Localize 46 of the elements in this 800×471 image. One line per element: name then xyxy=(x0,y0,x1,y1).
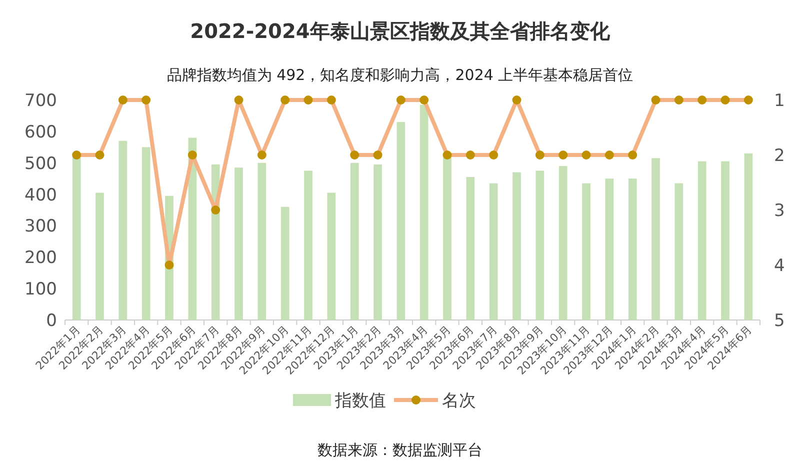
bar xyxy=(72,156,81,320)
y2-tick-label: 5 xyxy=(774,311,785,331)
bar xyxy=(350,162,359,320)
legend-label: 名次 xyxy=(442,391,476,411)
y2-tick-label: 4 xyxy=(774,256,785,276)
bar xyxy=(674,183,684,320)
bar xyxy=(443,156,452,320)
bar xyxy=(698,161,706,320)
bar xyxy=(628,178,637,320)
bar xyxy=(258,162,266,320)
bar xyxy=(512,172,521,320)
chart-subtitle: 品牌指数均值为 492，知名度和影响力高，2024 上半年基本稳居首位 xyxy=(166,66,634,84)
bar xyxy=(118,140,128,320)
bar xyxy=(188,138,197,320)
legend-label: 指数值 xyxy=(334,391,386,411)
bar xyxy=(396,122,406,320)
bar xyxy=(304,170,312,320)
bar xyxy=(142,147,150,320)
y-tick-label: 500 xyxy=(24,154,57,174)
y-tick-label: 300 xyxy=(24,216,57,237)
bar xyxy=(420,104,428,320)
bar xyxy=(466,177,475,320)
y-tick-label: 0 xyxy=(46,311,57,331)
y2-tick-label: 1 xyxy=(774,91,785,111)
bar xyxy=(374,164,382,320)
bar xyxy=(280,206,290,320)
chart-title: 2022-2024年泰山景区指数及其全省排名变化 xyxy=(190,19,611,43)
bar xyxy=(536,170,544,320)
bar xyxy=(744,153,753,320)
y-tick-label: 400 xyxy=(24,185,57,206)
bar xyxy=(582,183,590,320)
y2-tick-label: 3 xyxy=(774,201,785,221)
bar xyxy=(721,161,730,320)
bar xyxy=(327,192,336,320)
y-tick-label: 100 xyxy=(24,280,57,300)
y2-tick-label: 2 xyxy=(774,146,785,166)
bar xyxy=(234,168,243,320)
bar xyxy=(96,192,104,320)
source-note: 数据来源：数据监测平台 xyxy=(318,441,482,459)
bar xyxy=(558,166,568,320)
y-tick-label: 700 xyxy=(24,91,57,111)
bar xyxy=(605,178,614,320)
bar xyxy=(652,158,660,320)
y-tick-label: 200 xyxy=(24,248,57,268)
bar xyxy=(489,183,498,320)
y-tick-label: 600 xyxy=(24,122,57,142)
